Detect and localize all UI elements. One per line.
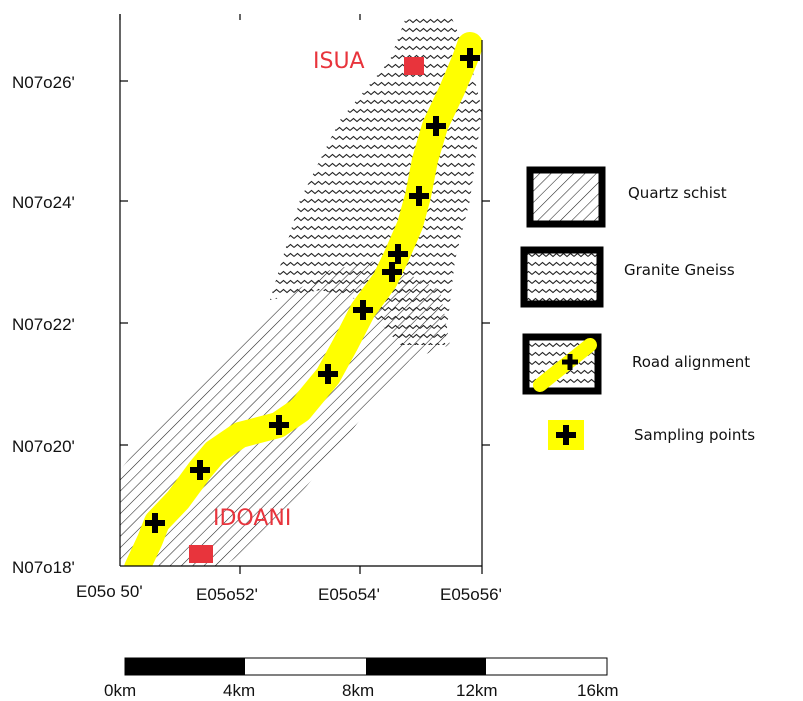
legend-label-road: Road alignment (632, 353, 750, 371)
sampling-point (353, 300, 373, 320)
scale-label: 4km (223, 681, 255, 700)
sampling-points (145, 48, 480, 533)
legend-label-quartz: Quartz schist (628, 184, 727, 202)
legend-item-granite: Granite Gneiss (520, 246, 735, 308)
y-axis-labels: N07o26' N07o24' N07o22' N07o20' N07o18' (12, 73, 75, 577)
map-frame (119, 14, 490, 574)
sampling-point (382, 262, 402, 282)
x-tick-label: E05o54' (318, 585, 380, 604)
x-axis-labels: E05o 50' E05o52' E05o54' E05o56' (76, 582, 502, 604)
y-tick-label: N07o22' (12, 315, 75, 334)
scale-segment-dark (366, 658, 486, 675)
sampling-point (190, 460, 210, 480)
idoani-label: IDOANI (213, 506, 291, 531)
y-tick-label: N07o26' (12, 73, 75, 92)
sampling-point (318, 364, 338, 384)
legend: Quartz schist Granite Gneiss Road alignm… (520, 166, 755, 450)
granite-swatch (520, 246, 604, 308)
granite-gneiss-region (270, 14, 482, 345)
y-tick-label: N07o20' (12, 437, 75, 456)
x-tick-label: E05o52' (196, 585, 258, 604)
quartz-swatch (526, 166, 606, 228)
sampling-point (145, 513, 165, 533)
sampling-point (269, 415, 289, 435)
idoani-marker (189, 545, 213, 563)
y-tick-label: N07o18' (12, 558, 75, 577)
scale-label: 8km (342, 681, 374, 700)
sampling-point (409, 186, 429, 206)
legend-item-road: Road alignment (522, 333, 750, 395)
legend-label-sampling: Sampling points (634, 426, 755, 444)
x-tick-label: E05o 50' (76, 582, 143, 601)
scale-segment-dark (125, 658, 245, 675)
scale-label: 12km (456, 681, 498, 700)
sampling-point (426, 116, 446, 136)
map-area: ISUA IDOANI (120, 14, 482, 566)
scale-label: 16km (577, 681, 619, 700)
road-swatch-line (533, 338, 597, 392)
legend-item-sampling: Sampling points (548, 420, 755, 450)
y-tick-label: N07o24' (12, 193, 75, 212)
isua-label: ISUA (313, 49, 365, 74)
road-alignment (124, 32, 482, 566)
x-tick-label: E05o56' (440, 585, 502, 604)
scale-bar: 0km 4km 8km 12km 16km (104, 657, 619, 700)
scale-label: 0km (104, 681, 136, 700)
isua-marker (404, 57, 424, 75)
legend-item-quartz: Quartz schist (526, 166, 727, 228)
sampling-point (388, 244, 408, 264)
legend-label-granite: Granite Gneiss (624, 261, 735, 279)
sampling-point (460, 48, 480, 68)
